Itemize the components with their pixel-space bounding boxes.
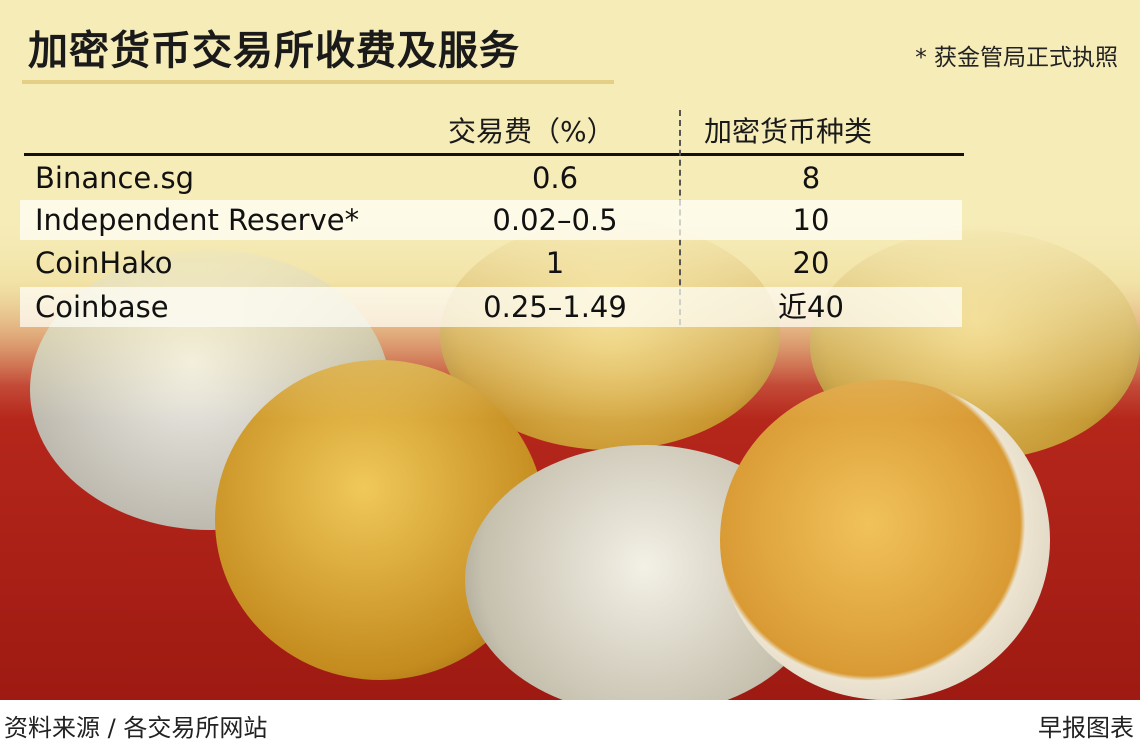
table-cell-name: Independent Reserve* [35,203,360,237]
table-cell-count: 8 [801,161,821,195]
source-text: 资料来源 / 各交易所网站 [4,714,268,742]
row-band [20,287,962,327]
table-cell-count: 20 [792,246,830,280]
title-underline [22,80,614,84]
table-cell-name: Coinbase [35,290,169,324]
header-rule [24,153,964,156]
table-cell-count: 近40 [778,290,844,324]
coin-dogecoin-gold [720,380,1050,700]
table-cell-fee: 0.02–0.5 [492,203,618,237]
table-cell-name: CoinHako [35,246,173,280]
background-photo-coins [0,0,1140,700]
table-cell-fee: 0.25–1.49 [483,290,627,324]
page-title: 加密货币交易所收费及服务 [28,28,520,74]
header-crypto-count: 加密货币种类 [704,115,873,148]
table-cell-count: 10 [792,203,830,237]
footnote-license: * 获金管局正式执照 [915,45,1118,71]
table-cell-fee: 1 [545,246,565,280]
table-cell-name: Binance.sg [35,161,195,195]
table-cell-fee: 0.6 [531,161,579,195]
row-band [20,200,962,240]
header-fee: 交易费（%） [448,115,615,148]
credit-text: 早报图表 [1038,714,1134,742]
